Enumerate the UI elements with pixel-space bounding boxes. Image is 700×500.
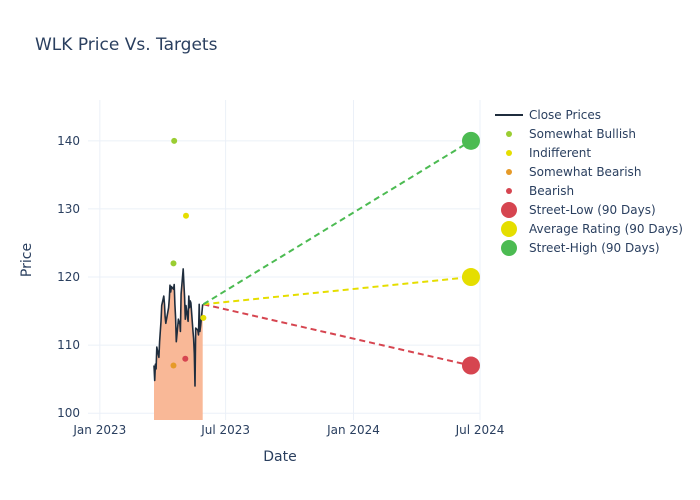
x-tick-label: Jul 2023 (200, 423, 250, 437)
target-marker (461, 268, 480, 287)
y-tick-label: 140 (57, 134, 80, 148)
y-tick-label: 130 (57, 202, 80, 216)
legend-marker-swatch (506, 150, 512, 156)
axis-layer: 100 110 120 130 140 Jan 2023 Jul 2023 Jan 2024 J… (57, 134, 504, 437)
y-axis-title: Price (19, 243, 35, 277)
analyst-rating-point (200, 314, 207, 321)
close-price-line-layer (153, 268, 204, 387)
grid-layer (88, 100, 481, 420)
analyst-rating-point (182, 355, 189, 362)
target-marker (461, 131, 480, 150)
legend-marker-swatch (506, 169, 512, 175)
close-price-line (153, 268, 204, 387)
target-projection-line (203, 276, 472, 306)
x-tick-label: Jan 2024 (326, 423, 380, 437)
analyst-rating-point (171, 137, 178, 144)
legend-marker-swatch (501, 221, 517, 237)
x-tick-label: Jan 2023 (72, 423, 126, 437)
legend: Close Prices Somewhat Bullish Indifferent S… (495, 108, 683, 256)
y-tick-label: 110 (57, 338, 80, 352)
analyst-rating-point (170, 260, 177, 267)
y-tick-label: 120 (57, 270, 80, 284)
chart-title: WLK Price Vs. Targets (35, 35, 218, 55)
analyst-points-layer (170, 131, 480, 375)
analyst-rating-point (170, 362, 177, 369)
legend-label: Street-High (90 Days) (529, 241, 660, 255)
legend-label: Bearish (529, 184, 574, 198)
legend-label: Average Rating (90 Days) (529, 222, 683, 236)
y-tick-label: 100 (57, 406, 80, 420)
legend-marker-swatch (506, 131, 512, 137)
analyst-rating-point (183, 212, 189, 219)
target-projection-line (203, 303, 472, 367)
target-projection-line (202, 139, 472, 306)
legend-label: Street-Low (90 Days) (529, 203, 656, 217)
x-tick-label: Jul 2024 (455, 423, 505, 437)
projection-lines-layer (202, 139, 472, 367)
target-marker (461, 356, 480, 375)
legend-label: Somewhat Bullish (529, 127, 636, 141)
x-axis-title: Date (263, 449, 296, 465)
legend-label: Somewhat Bearish (529, 165, 641, 179)
legend-label: Indifferent (529, 146, 591, 160)
legend-marker-swatch (506, 188, 512, 194)
legend-marker-swatch (501, 240, 517, 256)
legend-marker-swatch (501, 202, 517, 218)
legend-label: Close Prices (529, 108, 601, 122)
